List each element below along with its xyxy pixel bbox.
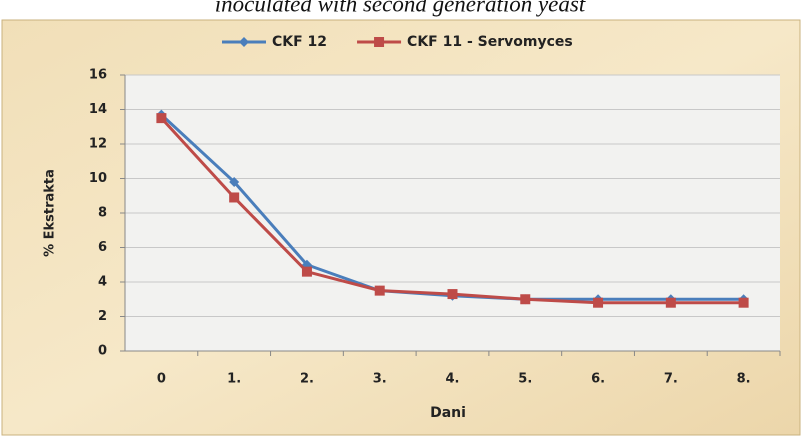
x-tick-label: 6. <box>591 372 605 387</box>
x-tick-label: 5. <box>518 372 532 387</box>
y-tick-label: 4 <box>98 275 107 290</box>
y-tick-label: 14 <box>89 102 107 117</box>
y-tick-label: 16 <box>89 68 107 83</box>
y-tick-label: 8 <box>98 206 107 221</box>
data-point <box>665 297 676 308</box>
data-point <box>447 289 458 300</box>
legend-marker <box>239 37 249 47</box>
x-tick-label: 4. <box>446 372 460 387</box>
legend-label: CKF 12 <box>272 34 327 50</box>
y-tick-label: 6 <box>98 240 107 255</box>
y-tick-label: 2 <box>98 309 107 324</box>
data-point <box>374 285 385 296</box>
data-point <box>229 176 240 187</box>
data-point <box>229 192 240 203</box>
chart-title: inoculated with second generation yeast <box>215 0 586 16</box>
y-tick-label: 0 <box>98 344 107 359</box>
data-point <box>301 266 312 277</box>
data-point <box>156 113 167 124</box>
data-point <box>738 297 749 308</box>
x-tick-label: 8. <box>737 372 751 387</box>
y-tick-label: 12 <box>89 137 107 152</box>
x-tick-label: 1. <box>227 372 241 387</box>
x-tick-label: 3. <box>373 372 387 387</box>
x-axis-label: Dani <box>430 405 466 421</box>
y-tick-label: 10 <box>89 171 107 186</box>
data-point <box>520 294 531 305</box>
legend-marker <box>374 37 385 47</box>
x-tick-label: 0 <box>157 372 166 387</box>
x-tick-label: 7. <box>664 372 678 387</box>
data-point <box>593 297 604 308</box>
y-axis-label: % Ekstrakta <box>43 169 58 257</box>
x-tick-label: 2. <box>300 372 314 387</box>
legend-label: CKF 11 - Servomyces <box>407 34 573 50</box>
